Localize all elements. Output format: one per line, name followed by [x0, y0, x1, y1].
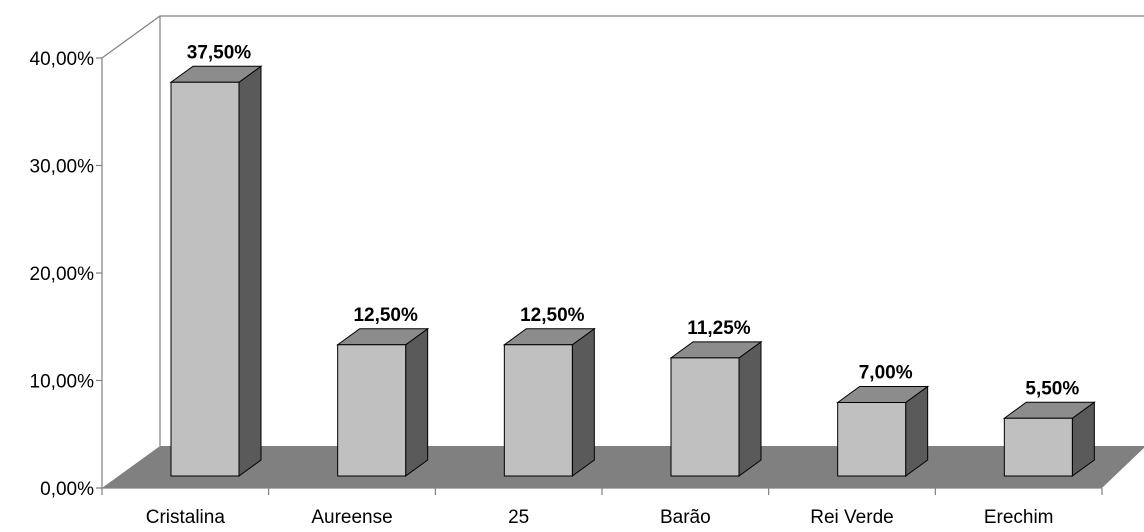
- bar: [170, 81, 240, 477]
- y-tick-label: 30,00%: [30, 157, 95, 178]
- data-label: 12,50%: [520, 305, 585, 326]
- bar-side-face: [238, 65, 262, 477]
- x-category-label: Rei Verde: [810, 507, 893, 527]
- y-tick-label: 0,00%: [40, 479, 94, 500]
- data-label: 5,50%: [1025, 378, 1079, 399]
- data-label: 11,25%: [687, 318, 750, 339]
- x-category-label: Cristalina: [146, 507, 226, 527]
- x-category-label: Barão: [660, 507, 711, 527]
- y-tick-label: 20,00%: [30, 264, 95, 285]
- x-category-label: 25: [508, 507, 529, 527]
- bar-side-face: [571, 327, 595, 477]
- bar-side-face: [738, 340, 762, 477]
- bar: [670, 357, 740, 477]
- data-label: 7,00%: [859, 363, 913, 384]
- data-label: 37,50%: [187, 42, 252, 63]
- x-category-label: Erechim: [984, 507, 1054, 527]
- bar: [503, 344, 573, 477]
- back-wall-top-edge: [101, 15, 1144, 59]
- bar: [337, 344, 407, 477]
- y-tick-label: 40,00%: [30, 49, 95, 70]
- bar-side-face: [405, 327, 429, 477]
- data-label: 12,50%: [353, 305, 418, 326]
- y-tick-label: 10,00%: [30, 372, 95, 393]
- x-category-label: Aureense: [311, 507, 392, 527]
- bar: [1003, 417, 1073, 477]
- bar: [837, 402, 907, 477]
